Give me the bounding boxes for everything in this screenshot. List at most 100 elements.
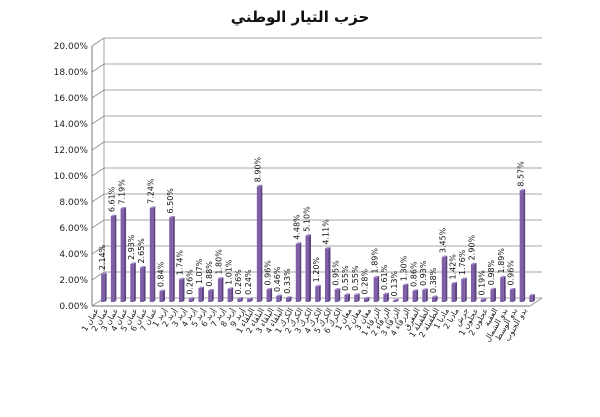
- bar: [188, 298, 193, 302]
- bar: [441, 257, 446, 302]
- bar-top: [237, 297, 243, 299]
- data-label: 2.65%: [137, 238, 146, 264]
- bar: [402, 285, 407, 302]
- bar-side: [445, 255, 448, 302]
- gridline-side: [91, 219, 105, 229]
- bar-top: [198, 286, 204, 289]
- bar-top: [519, 189, 526, 191]
- bar-side: [513, 288, 516, 302]
- y-tick-label: 18.00%: [54, 68, 89, 78]
- bar-side: [240, 297, 243, 302]
- bar: [130, 263, 134, 302]
- data-label: 0.88%: [205, 261, 214, 287]
- bar: [334, 289, 339, 302]
- bar-side: [104, 272, 107, 302]
- bar-top: [227, 287, 234, 289]
- data-label: 0.93%: [419, 260, 428, 286]
- bar: [354, 294, 358, 302]
- data-label: 8.57%: [516, 161, 525, 187]
- bar-side: [318, 284, 321, 302]
- bar-side: [493, 287, 496, 302]
- data-label: 0.61%: [380, 264, 389, 290]
- bar: [247, 298, 251, 302]
- data-label: 5.10%: [302, 206, 311, 232]
- bar-side: [260, 184, 263, 302]
- bar-top: [217, 277, 224, 279]
- bar-top: [178, 277, 185, 280]
- bar-top: [101, 272, 107, 275]
- bar-top: [363, 296, 370, 299]
- data-label: 2.93%: [127, 234, 136, 260]
- y-tick-label: 6.00%: [59, 224, 88, 234]
- bar-top: [295, 242, 302, 244]
- bar-side: [484, 298, 487, 302]
- bar: [363, 298, 368, 302]
- data-label: 0.98%: [487, 259, 496, 285]
- bar-side: [279, 294, 282, 302]
- bar-top: [529, 294, 535, 296]
- bar: [393, 300, 397, 302]
- bar: [383, 294, 387, 302]
- data-label: 1.42%: [448, 254, 457, 280]
- bar: [373, 277, 378, 302]
- data-label: 0.33%: [283, 268, 292, 294]
- bar-top: [412, 289, 419, 291]
- bar-top: [470, 262, 477, 265]
- bar-side: [435, 295, 438, 302]
- y-tick-label: 20.00%: [54, 42, 89, 52]
- bar-side: [192, 297, 195, 302]
- bar-side: [231, 287, 234, 302]
- bar: [315, 286, 319, 302]
- bar: [432, 297, 436, 302]
- gridline-side: [91, 141, 105, 151]
- data-label: 0.55%: [351, 265, 360, 291]
- bar-top: [247, 297, 253, 299]
- bar: [324, 248, 329, 302]
- bar-side: [211, 289, 214, 302]
- bar-side: [124, 207, 127, 302]
- bar-side: [425, 288, 428, 302]
- bar: [519, 190, 524, 302]
- bar-top: [120, 207, 127, 209]
- data-label: 1.89%: [497, 248, 506, 274]
- data-label: 1.30%: [400, 255, 409, 281]
- data-label: 0.86%: [409, 261, 418, 287]
- bar: [276, 296, 280, 302]
- data-label: 1.89%: [370, 248, 379, 274]
- bar-side: [406, 283, 409, 302]
- bar-top: [461, 277, 467, 280]
- bar: [256, 186, 261, 302]
- y-tick-label: 0.00%: [59, 302, 88, 312]
- data-label: 0.96%: [507, 260, 516, 286]
- y-tick-label: 14.00%: [54, 120, 89, 130]
- bar: [266, 289, 271, 302]
- bar-side: [270, 288, 273, 302]
- bar: [120, 208, 125, 302]
- bar-top: [393, 298, 399, 301]
- data-label: 0.46%: [273, 266, 282, 292]
- data-label: 1.20%: [312, 257, 321, 283]
- bar-side: [201, 286, 204, 302]
- bar: [480, 299, 485, 302]
- bar-top: [169, 216, 175, 218]
- y-tick-label: 12.00%: [54, 146, 89, 156]
- gridline-side: [91, 193, 105, 203]
- data-label: 0.28%: [361, 269, 370, 295]
- bar-top: [432, 295, 438, 298]
- bar-side: [163, 289, 166, 302]
- bar-top: [509, 288, 516, 290]
- bar: [237, 298, 241, 302]
- bar-top: [208, 289, 214, 291]
- y-tick-label: 16.00%: [54, 94, 89, 104]
- bar: [208, 290, 212, 302]
- bar-top: [441, 255, 448, 258]
- bar-side: [172, 216, 175, 302]
- bar-side: [455, 282, 458, 302]
- bar-side: [416, 289, 419, 302]
- gridline-side: [91, 63, 105, 73]
- data-label: 1.01%: [224, 259, 233, 285]
- data-label: 0.55%: [341, 265, 350, 291]
- bar-side: [250, 297, 253, 302]
- bar: [490, 289, 494, 302]
- bar-top: [480, 298, 487, 300]
